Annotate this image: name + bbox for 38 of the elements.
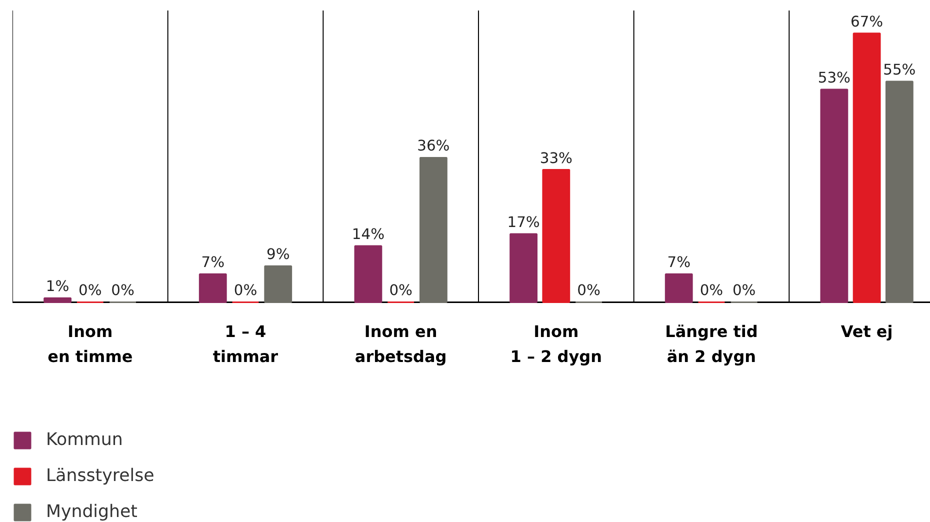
x-tick-label: Inom 1 – 2 dygn (510, 322, 602, 366)
data-label: 0% (700, 282, 724, 300)
legend-label: Länsstyrelse (46, 466, 154, 486)
data-label: 0% (389, 282, 413, 300)
bar (44, 297, 72, 303)
x-tick-label: Inom en timme (48, 322, 133, 366)
bar (510, 233, 538, 303)
bar (419, 156, 448, 303)
data-label: 53% (818, 70, 851, 87)
legend-label: Myndighet (46, 502, 138, 522)
bar (852, 32, 881, 303)
x-tick-label: Vet ej (840, 322, 893, 342)
data-label: 7% (201, 254, 225, 272)
data-label: 0% (234, 282, 258, 300)
bar (664, 273, 693, 303)
data-label: 67% (850, 13, 884, 30)
x-tick-label: Inom en arbetsdag (354, 322, 447, 366)
data-label: 33% (540, 150, 573, 167)
x-tick-label: 1 – 4 timmar (212, 322, 278, 366)
data-label: 36% (417, 138, 450, 155)
data-label: 0% (732, 282, 756, 300)
data-label: 0% (577, 282, 600, 300)
bar (820, 88, 848, 303)
data-label: 0% (111, 282, 134, 300)
data-label: 55% (883, 62, 916, 79)
bar (198, 273, 227, 303)
bar (542, 169, 570, 303)
data-label: 0% (78, 282, 102, 300)
data-label: 9% (266, 246, 290, 264)
legend-label: Kommun (46, 430, 123, 450)
x-tick-label: Längre tid än 2 dygn (665, 322, 758, 366)
data-label: 17% (507, 214, 540, 231)
bar (354, 245, 382, 303)
data-label: 14% (352, 226, 385, 244)
bar (264, 265, 292, 303)
data-label: 7% (667, 254, 691, 272)
bar (885, 80, 914, 303)
data-label: 1% (46, 278, 70, 296)
